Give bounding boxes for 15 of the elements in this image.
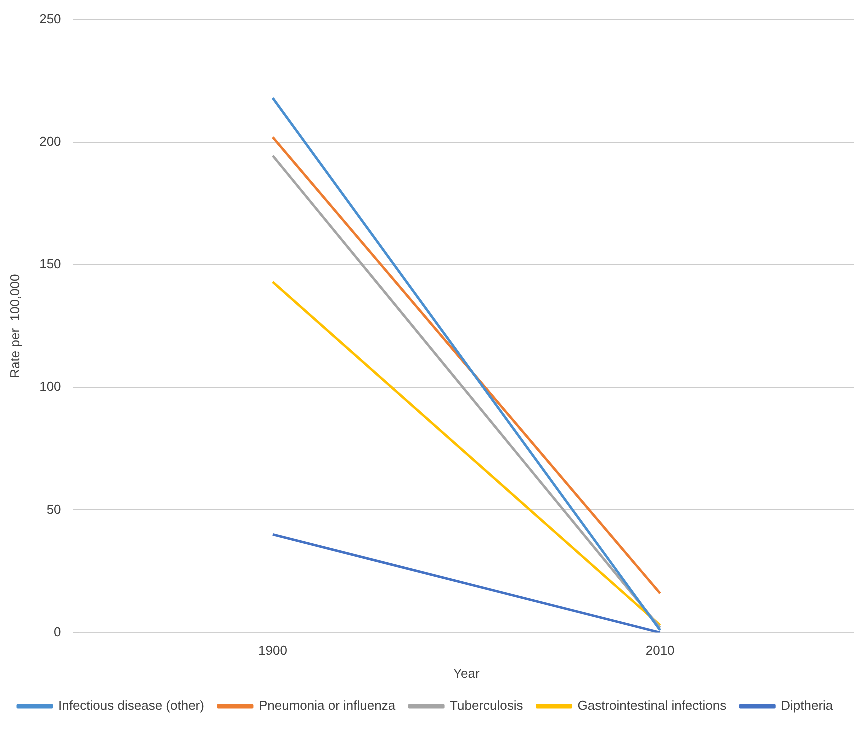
x-axis-title: Year xyxy=(454,666,480,681)
legend-label: Pneumonia or influenza xyxy=(258,698,396,714)
y-tick-label: 250 xyxy=(40,11,62,26)
legend-label: Diptheria xyxy=(781,698,834,714)
y-tick-label: 100 xyxy=(40,379,62,394)
x-tick-label: 2010 xyxy=(646,643,675,658)
y-tick-label: 50 xyxy=(46,502,62,517)
legend-label: Gastrointestinal infections xyxy=(578,698,728,714)
y-axis-title: Rate per 100,000 xyxy=(7,274,22,378)
legend-label: Infectious disease (other) xyxy=(58,698,204,714)
y-tick-label: 150 xyxy=(40,256,62,272)
x-tick-label: 1900 xyxy=(258,643,288,658)
y-tick-label: 0 xyxy=(54,624,62,640)
legend-label: Tuberculosis xyxy=(450,698,524,714)
y-tick-label: 200 xyxy=(40,134,62,149)
